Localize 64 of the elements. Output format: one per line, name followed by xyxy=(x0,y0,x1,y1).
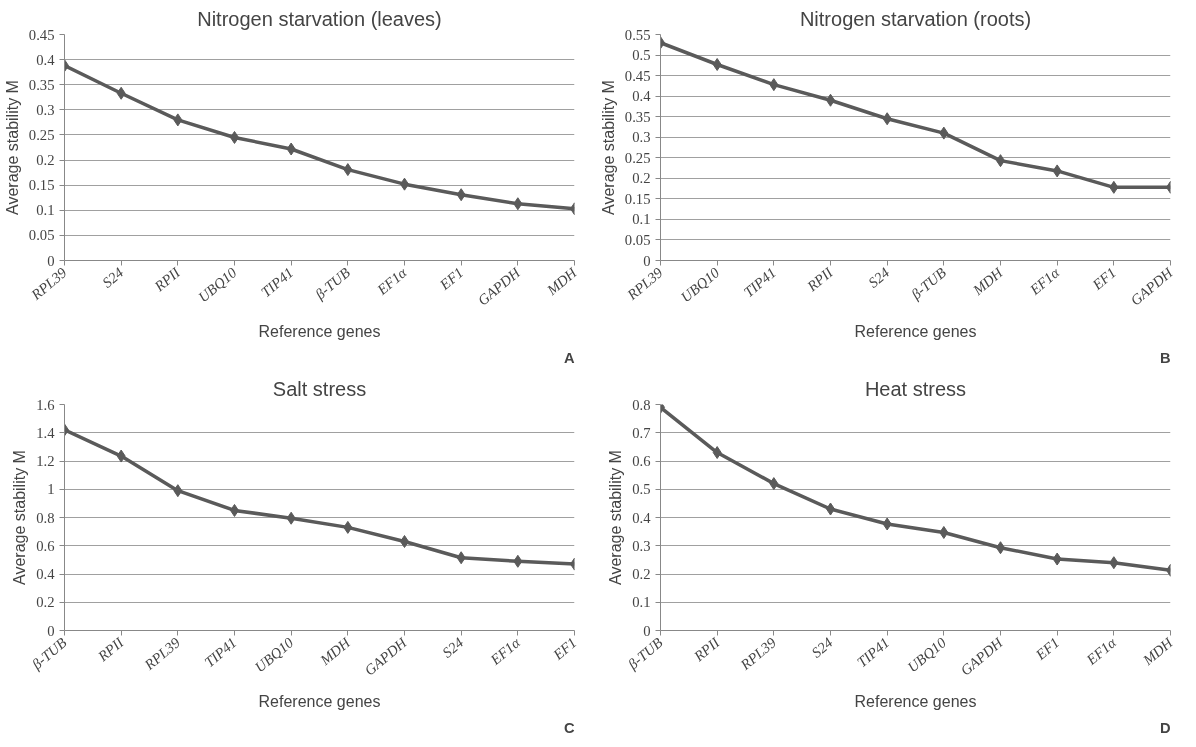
y-tick-label: 0.45 xyxy=(624,67,651,84)
x-axis-title: Reference genes xyxy=(854,692,977,710)
y-tick-label: 0.35 xyxy=(28,76,55,93)
y-tick-label: 0 xyxy=(643,252,651,269)
y-tick-label: 0 xyxy=(643,622,651,639)
text: B xyxy=(1159,349,1171,366)
y-tick-label: 0.35 xyxy=(624,108,651,125)
y-axis-title: Average stability M xyxy=(11,450,29,585)
y-tick-label: 1.2 xyxy=(36,453,55,469)
x-tick-label: S24 xyxy=(99,264,127,291)
x-axis-title: Reference genes xyxy=(258,692,381,710)
chart-title: Heat stress xyxy=(864,377,967,400)
y-tick-label: 0.25 xyxy=(624,149,651,166)
x-axis-title: Reference genes xyxy=(854,322,977,340)
y-tick-label: 0.55 xyxy=(624,26,651,43)
y-tick-label: 0.4 xyxy=(632,509,652,526)
chart-title: Salt stress xyxy=(272,377,367,400)
y-tick-label: 0.4 xyxy=(632,88,652,105)
y-tick-label: 0.3 xyxy=(632,129,651,146)
y-tick-label: 0 xyxy=(47,622,55,639)
y-tick-label: 0.2 xyxy=(36,594,55,611)
x-tick-label: S24 xyxy=(808,634,836,661)
y-axis-title: Average stability M xyxy=(607,450,625,585)
chart-title: Nitrogen starvation (leaves) xyxy=(197,7,442,30)
x-tick-label: S24 xyxy=(439,634,467,661)
y-tick-label: 0.2 xyxy=(632,170,651,187)
y-tick-label: 0.4 xyxy=(36,51,56,68)
y-tick-label: 0.45 xyxy=(28,26,55,43)
y-tick-label: 0.8 xyxy=(36,509,55,526)
y-tick-label: 0.05 xyxy=(28,227,55,244)
y-tick-label: 0.3 xyxy=(632,537,651,554)
y-axis-title: Average stability M xyxy=(599,80,617,215)
y-tick-label: 0.1 xyxy=(632,594,651,611)
x-tick-label: EF1 xyxy=(1031,634,1063,664)
y-tick-label: 0.2 xyxy=(632,566,651,582)
y-tick-label: 0 xyxy=(47,252,55,269)
y-tick-label: 0.5 xyxy=(632,481,651,498)
y-tick-label: 0.1 xyxy=(36,202,55,219)
y-tick-label: 0.15 xyxy=(28,177,55,194)
y-tick-label: 0.05 xyxy=(624,231,651,248)
y-tick-label: 0.1 xyxy=(632,211,651,228)
y-tick-label: 0.3 xyxy=(36,101,55,118)
text: D xyxy=(1159,719,1171,736)
text: A xyxy=(563,349,575,366)
text: C xyxy=(563,719,575,736)
x-axis-title: Reference genes xyxy=(258,322,381,340)
y-tick-label: 1.4 xyxy=(36,424,56,441)
y-tick-label: 1.6 xyxy=(36,396,55,413)
x-tick-label: S24 xyxy=(865,264,893,291)
x-tick-label: EF1 xyxy=(435,264,467,294)
y-tick-label: 0.7 xyxy=(632,424,651,441)
y-tick-label: 1 xyxy=(47,481,55,498)
y-tick-label: 0.15 xyxy=(624,190,651,207)
y-tick-label: 0.25 xyxy=(28,126,55,143)
y-tick-label: 0.2 xyxy=(36,152,55,169)
y-tick-label: 0.5 xyxy=(632,47,651,64)
y-tick-label: 0.6 xyxy=(36,537,55,554)
x-tick-label: EF1 xyxy=(549,634,580,664)
y-tick-label: 0.6 xyxy=(632,453,651,469)
chart-title: Nitrogen starvation (roots) xyxy=(799,7,1032,30)
y-axis-title: Average stability M xyxy=(3,80,21,215)
y-tick-label: 0.4 xyxy=(36,566,56,582)
y-tick-label: 0.8 xyxy=(632,396,651,413)
x-tick-label: EF1 xyxy=(1088,264,1119,294)
